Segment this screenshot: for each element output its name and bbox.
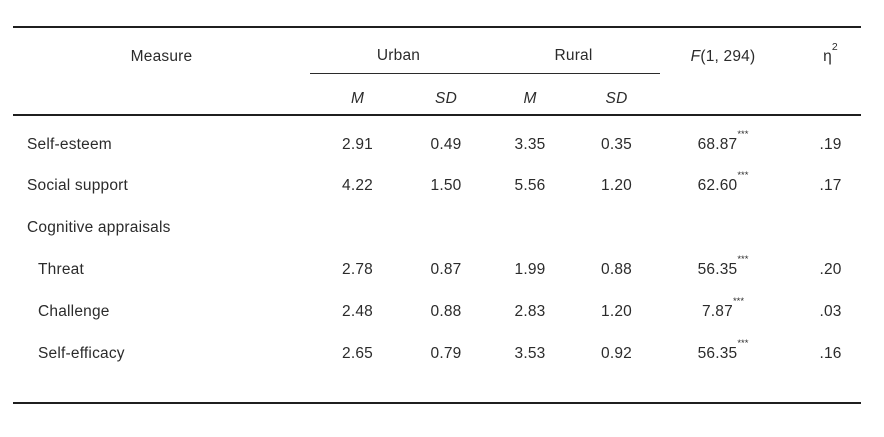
urban-mean-cell: 2.78 (342, 261, 373, 278)
rural-sd-cell: 0.35 (601, 135, 632, 153)
subheader-empty-f (660, 73, 787, 116)
table-header: Measure Urban Rural F(1, 294) η2 M SD M … (13, 28, 862, 116)
rural-sd-cell: 1.20 (601, 177, 632, 194)
urban-sd-cell: 1.50 (430, 177, 462, 194)
f-value-cell (660, 199, 786, 241)
f-value: 56.35 (697, 261, 738, 279)
eta-squared-cell: .19 (819, 135, 842, 153)
rural-mean-label: M (523, 90, 537, 108)
row-label: Social support (27, 177, 129, 194)
eta-squared-cell: .20 (819, 261, 842, 278)
column-header-rural-mean: M (487, 73, 573, 116)
subheader-empty-measure (13, 73, 310, 116)
eta-exponent: 2 (831, 41, 838, 54)
eta-squared-cell: .03 (819, 303, 842, 320)
urban-sd-cell: 0.49 (430, 135, 462, 153)
table-row-threat: Threat 2.78 0.87 1.99 0.88 56.35*** .20 (13, 241, 861, 283)
rural-mean-cell: 3.53 (514, 345, 546, 362)
significance-stars: *** (737, 338, 749, 350)
statistics-table-frame: Measure Urban Rural F(1, 294) η2 M SD M … (13, 26, 862, 404)
column-header-urban-mean: M (310, 73, 405, 116)
urban-mean-cell: 2.65 (342, 345, 373, 362)
column-header-eta-squared: η2 (786, 28, 861, 73)
f-value-cell: 7.87*** (660, 283, 786, 325)
f-value-cell: 62.60*** (660, 157, 786, 199)
rural-mean-cell: 3.35 (514, 135, 546, 153)
rural-mean-cell: 1.99 (514, 261, 546, 278)
significance-stars: *** (737, 254, 749, 266)
f-value-cell: 56.35*** (660, 325, 786, 367)
urban-sd-cell: 0.88 (430, 303, 462, 320)
column-group-rural: Rural (487, 28, 661, 74)
eta-squared-cell: .16 (819, 345, 842, 362)
column-header-urban-sd: SD (405, 73, 487, 116)
urban-sd-cell (405, 199, 487, 241)
column-header-rural-sd: SD (573, 73, 661, 116)
table-row-self-efficacy: Self-efficacy 2.65 0.79 3.53 0.92 56.35*… (13, 325, 861, 367)
row-label: Challenge (38, 303, 110, 320)
significance-stars: *** (737, 128, 749, 140)
table-body: Self-esteem 2.91 0.49 3.35 0.35 68.87***… (13, 115, 861, 367)
urban-sd-cell: 0.79 (430, 345, 462, 362)
f-value-cell: 56.35*** (660, 241, 786, 283)
f-degrees-of-freedom: (1, 294) (700, 47, 756, 65)
f-value: 68.87 (697, 136, 738, 154)
rural-sd-cell: 0.92 (601, 345, 632, 362)
table-row-challenge: Challenge 2.48 0.88 2.83 1.20 7.87*** .0… (13, 283, 861, 325)
table-row-cognitive-appraisals: Cognitive appraisals (13, 199, 861, 241)
f-value: 7.87 (701, 303, 733, 321)
row-label: Self-efficacy (38, 345, 125, 362)
urban-mean-cell: 4.22 (342, 177, 373, 194)
row-label: Self-esteem (27, 135, 112, 153)
rural-mean-cell (487, 199, 573, 241)
table-header-row: Measure Urban Rural F(1, 294) η2 (13, 28, 861, 74)
column-header-measure: Measure (130, 47, 193, 65)
eta-squared-cell (786, 199, 861, 241)
column-header-f-statistic: F(1, 294) (660, 28, 786, 73)
rural-mean-cell: 5.56 (514, 177, 546, 194)
urban-sd-cell: 0.87 (430, 261, 462, 278)
rural-sd-cell: 0.88 (601, 261, 632, 278)
f-symbol: F (690, 47, 701, 65)
rural-sd-label: SD (605, 90, 628, 108)
table-row-social-support: Social support 4.22 1.50 5.56 1.20 62.60… (13, 157, 861, 199)
row-label: Threat (38, 261, 84, 278)
f-value: 56.35 (697, 345, 738, 363)
urban-sd-label: SD (435, 90, 457, 108)
urban-mean-label: M (350, 90, 365, 108)
row-label: Cognitive appraisals (27, 219, 171, 236)
eta-symbol: η (823, 48, 832, 66)
urban-mean-cell (310, 199, 405, 241)
anova-results-table: Measure Urban Rural F(1, 294) η2 M SD M … (13, 28, 862, 367)
f-value-cell: 68.87*** (660, 115, 786, 157)
table-row-self-esteem: Self-esteem 2.91 0.49 3.35 0.35 68.87***… (13, 115, 861, 157)
table-subheader-row: M SD M SD (13, 73, 862, 116)
subheader-empty-eta (786, 73, 862, 116)
rural-sd-cell: 1.20 (601, 303, 632, 320)
significance-stars: *** (732, 296, 745, 308)
f-value: 62.60 (697, 177, 738, 195)
urban-mean-cell: 2.91 (342, 135, 373, 153)
eta-squared-cell: .17 (819, 177, 842, 194)
column-group-urban: Urban (310, 28, 487, 74)
significance-stars: *** (737, 170, 749, 182)
rural-sd-cell (573, 199, 660, 241)
rural-mean-cell: 2.83 (514, 303, 546, 320)
urban-mean-cell: 2.48 (342, 303, 373, 320)
